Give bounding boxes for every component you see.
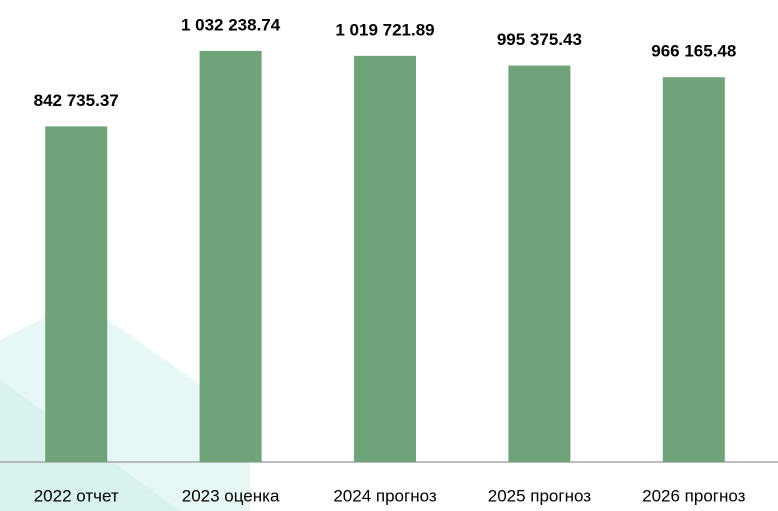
value-label: 966 165.48 [651, 42, 736, 61]
x-tick-label: 2024 прогноз [333, 486, 437, 505]
value-label: 995 375.43 [497, 30, 582, 49]
value-label: 842 735.37 [34, 91, 119, 110]
value-label: 1 032 238.74 [181, 15, 281, 34]
value-label: 1 019 721.89 [335, 20, 434, 39]
x-tick-label: 2022 отчет [34, 486, 119, 505]
bar [662, 77, 725, 462]
bar [508, 65, 571, 463]
bar [354, 55, 416, 462]
bar [45, 126, 108, 463]
x-tick-label: 2023 оценка [182, 486, 280, 505]
x-tick-label: 2026 прогноз [642, 486, 746, 505]
bar [199, 50, 262, 463]
x-tick-label: 2025 прогноз [488, 486, 592, 505]
